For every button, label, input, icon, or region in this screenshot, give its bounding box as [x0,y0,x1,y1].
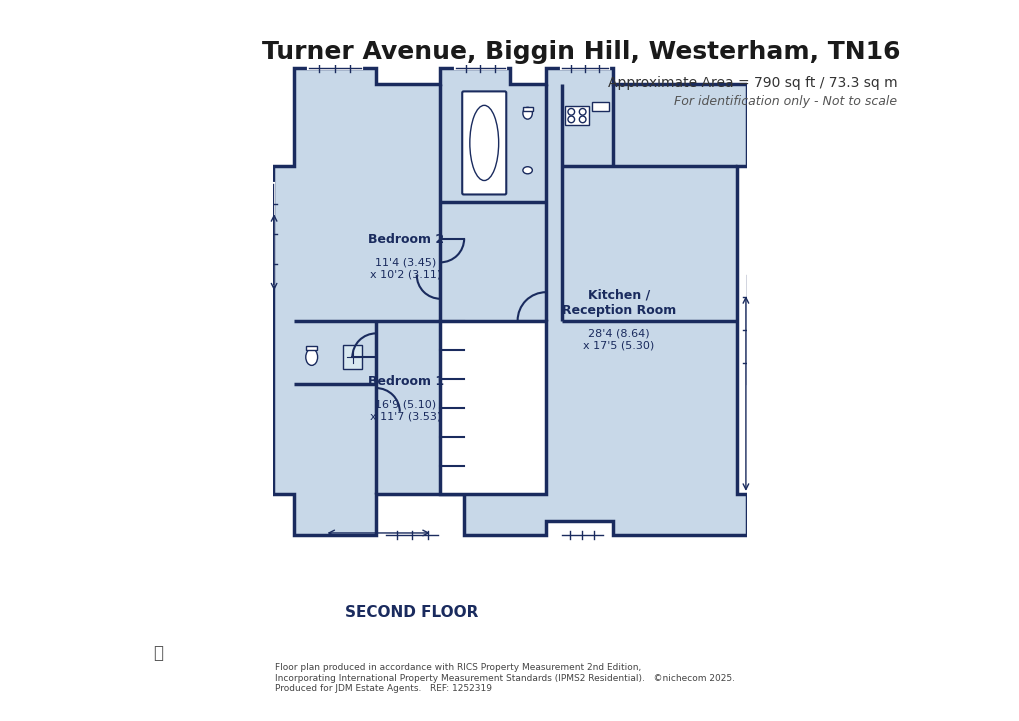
Bar [343,345,362,369]
Text: x 10'2 (3.11): x 10'2 (3.11) [370,269,441,279]
Text: x 17'5 (5.30): x 17'5 (5.30) [583,340,654,350]
Text: Bedroom 2: Bedroom 2 [367,233,443,246]
Text: x 11'7 (3.53): x 11'7 (3.53) [370,412,441,421]
Bar [565,106,588,125]
Text: For identification only - Not to scale: For identification only - Not to scale [674,95,897,108]
Text: ESTATE AGENTS: ESTATE AGENTS [810,678,861,683]
Text: 28'4 (8.64): 28'4 (8.64) [588,329,649,338]
Text: SECOND FLOOR: SECOND FLOOR [344,605,478,619]
FancyBboxPatch shape [462,92,505,195]
Polygon shape [273,68,746,535]
Ellipse shape [306,349,317,366]
Ellipse shape [523,107,532,119]
Ellipse shape [523,167,532,174]
Text: 16'9 (5.10): 16'9 (5.10) [375,399,436,410]
Text: Turner Avenue, Biggin Hill, Westerham, TN16: Turner Avenue, Biggin Hill, Westerham, T… [262,40,900,63]
Text: Approximate Area = 790 sq ft / 73.3 sq m: Approximate Area = 790 sq ft / 73.3 sq m [607,76,897,89]
Text: 11'4 (3.45): 11'4 (3.45) [375,257,436,267]
Text: Bedroom 1: Bedroom 1 [367,375,443,388]
Bar [306,346,317,350]
Text: Kitchen /
Reception Room: Kitchen / Reception Room [561,288,676,317]
Polygon shape [440,321,545,494]
Ellipse shape [470,105,498,180]
Bar [592,102,608,111]
Text: jdm: jdm [809,645,862,668]
Bar [523,107,533,111]
Text: ⓘ: ⓘ [153,644,163,661]
Text: Floor plan produced in accordance with RICS Property Measurement 2nd Edition,
In: Floor plan produced in accordance with R… [275,663,735,693]
